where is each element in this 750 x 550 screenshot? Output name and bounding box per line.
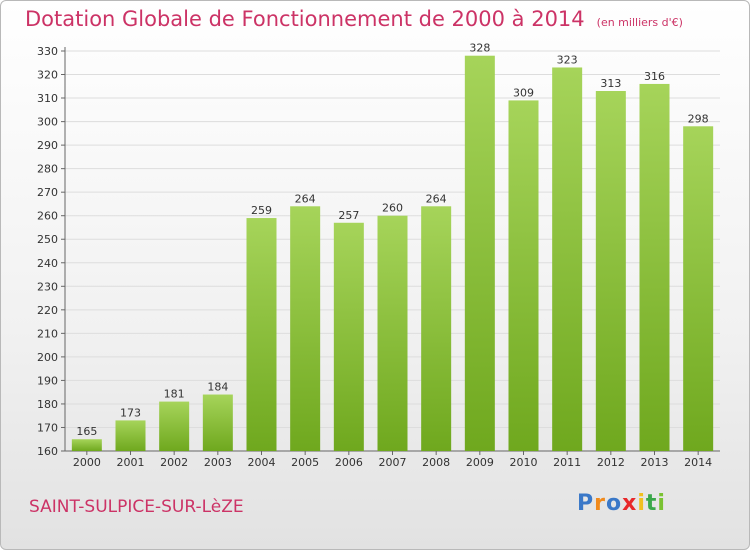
bar [290,206,321,451]
logo-letter: i [657,491,666,516]
bars [71,55,714,452]
commune-name: SAINT-SULPICE-SUR-LèZE [29,497,244,517]
bar [115,420,146,451]
y-tick-label: 260 [37,210,58,223]
bar-value-label: 323 [557,53,578,66]
x-tick-label: 2012 [597,456,625,469]
y-tick-label: 270 [37,186,58,199]
bar [421,206,452,451]
y-tick-label: 330 [37,45,58,58]
y-tick-label: 290 [37,139,58,152]
logo-letter: P [577,491,595,516]
y-tick-label: 200 [37,351,58,364]
title-line: Dotation Globale de Fonctionnement de 20… [25,7,683,31]
y-tick-label: 280 [37,163,58,176]
bar-value-label: 264 [295,192,316,205]
bar-value-label: 313 [600,77,621,90]
bar [333,222,364,451]
bar-value-label: 165 [76,425,97,438]
y-tick-label: 300 [37,116,58,129]
y-tick-label: 250 [37,233,58,246]
bar-value-label: 181 [164,388,185,401]
x-tick-label: 2013 [641,456,669,469]
proxiti-logo: Proxiti [577,491,666,516]
x-tick-label: 2007 [379,456,407,469]
bar [246,218,277,451]
logo-letter: i [637,491,646,516]
bar-value-label: 259 [251,204,272,217]
logo-letter: o [605,491,623,516]
bar [639,83,670,452]
y-tick-label: 190 [37,374,58,387]
bar [464,55,495,452]
logo-letter: r [594,491,606,516]
y-tick-labels: 160 170 180 190 200 210 220 230 240 250 260 270 280 2… [37,45,58,458]
x-tick-label: 2008 [422,456,450,469]
bar-value-label: 173 [120,406,141,419]
y-tick-label: 310 [37,92,58,105]
bar [683,126,714,451]
x-tick-label: 2000 [73,456,101,469]
x-tick-label: 2010 [510,456,538,469]
chart-subtitle: (en milliers d'€) [596,16,683,29]
bar [595,91,626,451]
chart-title: Dotation Globale de Fonctionnement de 20… [25,7,585,31]
y-tick-label: 230 [37,280,58,293]
bar-value-label: 260 [382,202,403,215]
x-tick-labels: 2000 2001 2002 2003 2004 2005 2006 2007 2008 2009… [73,456,712,469]
x-tick-label: 2004 [248,456,276,469]
y-tick-label: 160 [37,445,58,458]
bar [71,439,102,451]
x-tick-label: 2014 [684,456,712,469]
bar-value-label: 264 [426,192,447,205]
bar-value-label: 328 [469,42,490,55]
bar [202,394,233,451]
y-tick-label: 210 [37,327,58,340]
bar [508,100,539,451]
x-tick-label: 2003 [204,456,232,469]
y-tick-label: 320 [37,69,58,82]
value-labels: 165 173 181 184 259 264 257 260 264 328 309 323 313 3… [76,42,708,439]
bar [159,401,190,451]
bar [377,215,408,451]
x-tick-label: 2002 [160,456,188,469]
x-tick-label: 2006 [335,456,363,469]
y-tick-label: 240 [37,257,58,270]
x-tick-label: 2009 [466,456,494,469]
bar [552,67,583,452]
bar-value-label: 309 [513,86,534,99]
logo-letter: x [622,491,638,516]
x-tick-label: 2001 [117,456,145,469]
x-tick-label: 2005 [291,456,319,469]
bar-value-label: 184 [207,381,228,394]
y-tick-label: 170 [37,421,58,434]
bar-value-label: 257 [338,209,359,222]
y-tick-label: 180 [37,398,58,411]
bar-value-label: 298 [688,112,709,125]
bar-value-label: 316 [644,70,665,83]
logo-letter: t [645,491,658,516]
y-tick-label: 220 [37,304,58,317]
x-tick-label: 2011 [553,456,581,469]
